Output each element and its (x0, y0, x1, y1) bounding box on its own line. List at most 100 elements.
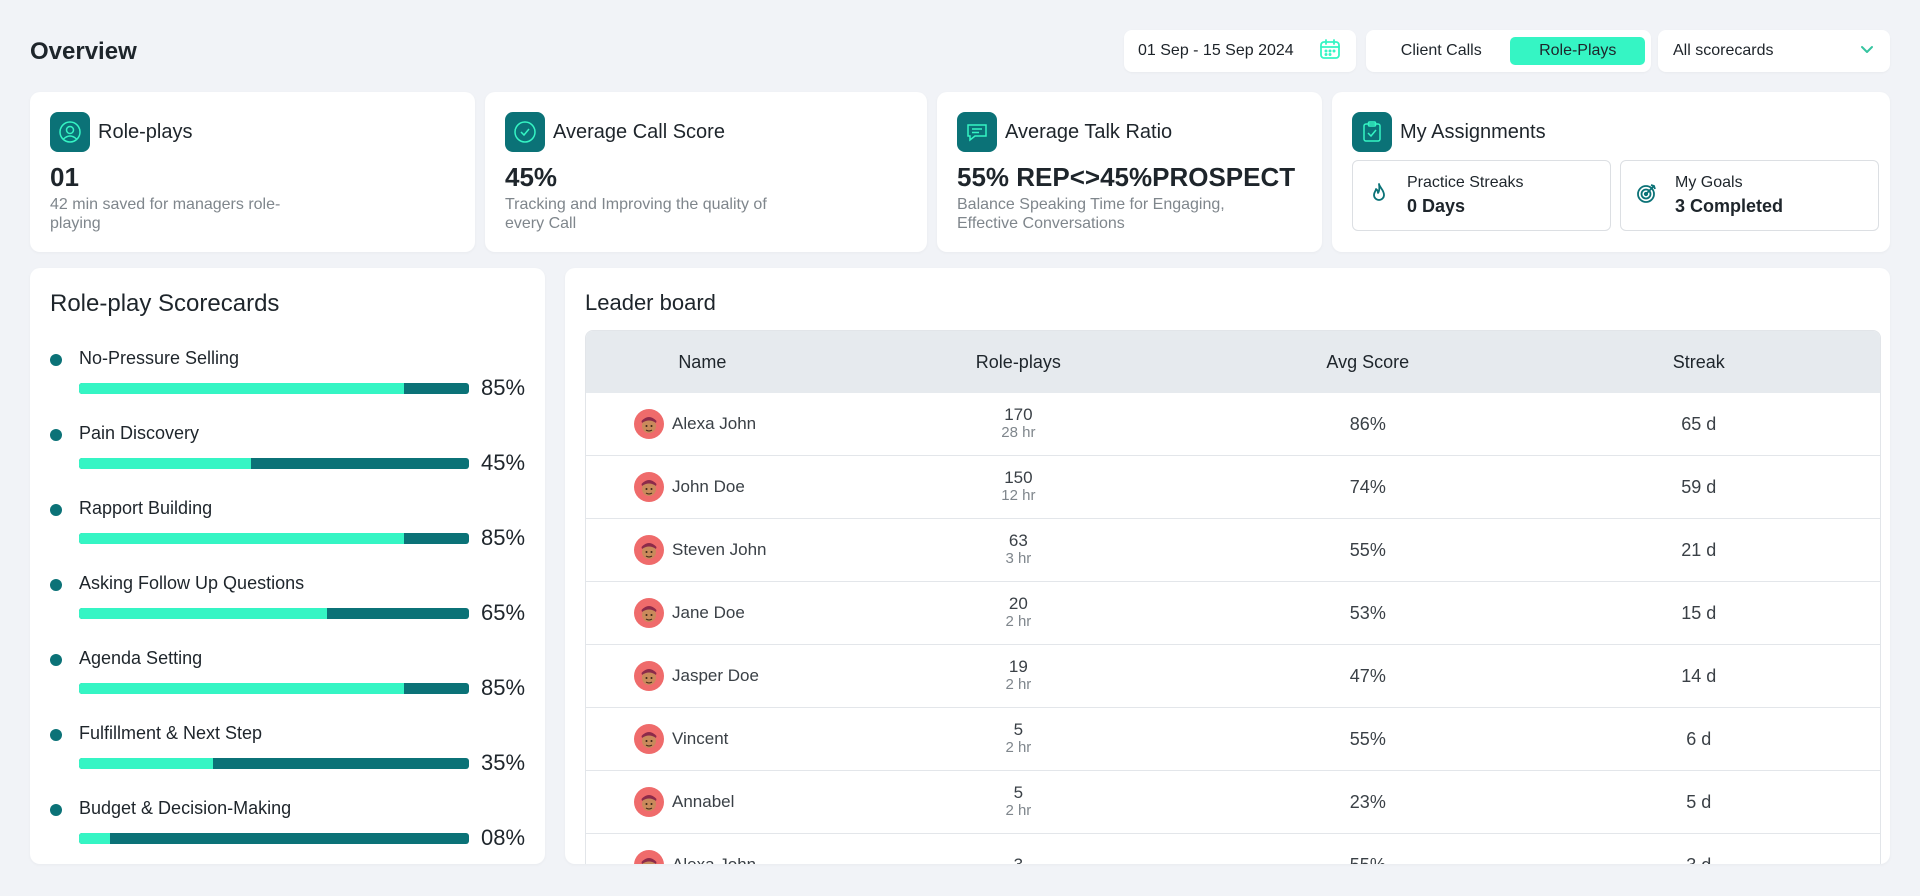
progress-fill (79, 383, 404, 394)
roleplays-hours: 12 hr (1001, 487, 1036, 504)
scorecard-progress-bar (79, 833, 469, 844)
streak-cell: 6 d (1686, 728, 1712, 749)
streak-cell: 3 d (1518, 855, 1880, 865)
scorecard-progress-bar (79, 533, 469, 544)
roleplays-count: 3 (819, 856, 1218, 865)
call-score-icon (505, 112, 545, 152)
user-name: Jasper Doe (672, 666, 759, 685)
scorecard-percent: 65% (481, 600, 526, 625)
roleplays-cell: 20 2 hr (819, 595, 1218, 631)
name-cell: Steven John (586, 535, 819, 565)
my-goals-box[interactable]: My Goals 3 Completed (1620, 160, 1879, 231)
tab-role-plays[interactable]: Role-Plays (1510, 37, 1645, 65)
scorecard-percent: 85% (481, 375, 526, 400)
column-header-streak[interactable]: Streak (1672, 351, 1725, 372)
stat-description: Tracking and Improving the quality of ev… (505, 196, 767, 232)
my-assignments-card: My Assignments Practice Streaks 0 Days M… (1332, 92, 1890, 252)
stat-title: Average Call Score (553, 120, 725, 143)
progress-fill (79, 458, 251, 469)
streak-cell: 21 d (1681, 539, 1717, 560)
roleplays-hours: 3 hr (1005, 550, 1032, 567)
column-header-avg-score[interactable]: Avg Score (1326, 351, 1410, 372)
date-range-picker[interactable]: 01 Sep - 15 Sep 2024 (1124, 30, 1356, 72)
scorecard-percent: 85% (481, 525, 526, 550)
scorecard-select-value: All scorecards (1673, 42, 1774, 59)
calendar-icon[interactable] (1318, 37, 1342, 66)
roleplays-cell: 150 12 hr (819, 469, 1218, 505)
avg-score-cell: 47% (1349, 665, 1386, 686)
avatar (634, 850, 664, 864)
user-name: Steven John (672, 540, 767, 559)
table-row[interactable]: Jane Doe 20 2 hr 53% 15 d (586, 582, 1880, 645)
roleplays-stat-card: Role-plays 01 42 min saved for managers … (30, 92, 475, 252)
table-row[interactable]: Alexa John 355%3 d (586, 834, 1880, 864)
page-title: Overview (30, 38, 137, 65)
avg-score-cell: 55% (1218, 855, 1518, 865)
bullet-dot (50, 654, 62, 666)
table-row[interactable]: Vincent 5 2 hr 55% 6 d (586, 708, 1880, 771)
avatar (634, 724, 664, 754)
chevron-down-icon (1858, 40, 1876, 63)
scorecard-name: Budget & Decision-Making (79, 798, 292, 818)
roleplays-hours: 2 hr (1005, 802, 1032, 819)
scorecard-name: Pain Discovery (79, 423, 200, 443)
scorecard-item: Asking Follow Up Questions 65% (50, 573, 530, 633)
roleplays-cell: 3 (819, 856, 1218, 865)
call-type-toggle: Client Calls Role-Plays (1366, 30, 1651, 72)
bullet-dot (50, 429, 62, 441)
table-row[interactable]: Alexa John 170 28 hr 86% 65 d (586, 393, 1880, 456)
bullet-dot (50, 579, 62, 591)
avatar (634, 409, 664, 439)
roleplays-cell: 63 3 hr (819, 532, 1218, 568)
column-header-roleplays[interactable]: Role-plays (975, 351, 1061, 372)
stat-title: My Assignments (1400, 120, 1546, 143)
scorecard-percent: 85% (481, 675, 526, 700)
stat-value: 45% (505, 162, 558, 192)
name-cell: Annabel (586, 787, 819, 817)
progress-fill (79, 608, 328, 619)
name-cell: Alexa John (586, 850, 819, 864)
scorecard-progress-bar (79, 458, 469, 469)
scorecard-progress-bar (79, 758, 469, 769)
roleplays-count: 20 (1008, 594, 1028, 613)
table-row[interactable]: Annabel 5 2 hr 23% 5 d (586, 771, 1880, 834)
roleplays-count: 5 (1013, 783, 1024, 802)
scorecard-name: Agenda Setting (79, 648, 203, 668)
roleplays-hours: 28 hr (1001, 424, 1036, 441)
roleplays-count: 150 (1004, 468, 1033, 487)
user-name: John Doe (672, 477, 745, 496)
scorecard-name: No-Pressure Selling (79, 348, 240, 368)
column-header-name[interactable]: Name (678, 351, 727, 372)
roleplays-cell: 19 2 hr (819, 658, 1218, 694)
progress-fill (79, 533, 404, 544)
avatar (634, 661, 664, 691)
name-cell: Alexa John (586, 409, 819, 439)
avg-score-cell: 55% (1349, 539, 1386, 560)
streaks-label: Practice Streaks (1407, 174, 1524, 191)
scorecard-progress-bar (79, 683, 469, 694)
avg-talk-ratio-card: Average Talk Ratio 55% REP<>45%PROSPECT … (937, 92, 1322, 252)
user-name: Alexa John (672, 414, 757, 433)
table-row[interactable]: Jasper Doe 19 2 hr 47% 14 d (586, 645, 1880, 708)
scorecard-item: No-Pressure Selling 85% (50, 348, 530, 408)
scorecard-name: Asking Follow Up Questions (79, 573, 305, 593)
table-row[interactable]: John Doe 150 12 hr 74% 59 d (586, 456, 1880, 519)
tab-client-calls[interactable]: Client Calls (1400, 42, 1482, 59)
scorecard-select[interactable]: All scorecards (1658, 30, 1890, 72)
leaderboard-panel: Leader board Name Role-plays Avg Score S… (565, 268, 1890, 864)
table-row[interactable]: Steven John 63 3 hr 55% 21 d (586, 519, 1880, 582)
practice-streaks-box[interactable]: Practice Streaks 0 Days (1352, 160, 1611, 231)
scorecard-item: Agenda Setting 85% (50, 648, 530, 708)
avg-call-score-card: Average Call Score 45% Tracking and Impr… (485, 92, 927, 252)
name-cell: Jane Doe (586, 598, 819, 628)
stat-value: 55% REP<>45%PROSPECT (957, 162, 1296, 192)
scorecards-title: Role-play Scorecards (50, 290, 280, 317)
scorecard-item: Budget & Decision-Making 08% (50, 798, 530, 858)
user-name: Alexa John (672, 855, 756, 864)
target-icon (1635, 181, 1659, 210)
scorecard-item: Fulfillment & Next Step 35% (50, 723, 530, 783)
avatar (634, 598, 664, 628)
scorecard-item: Rapport Building 85% (50, 498, 530, 558)
